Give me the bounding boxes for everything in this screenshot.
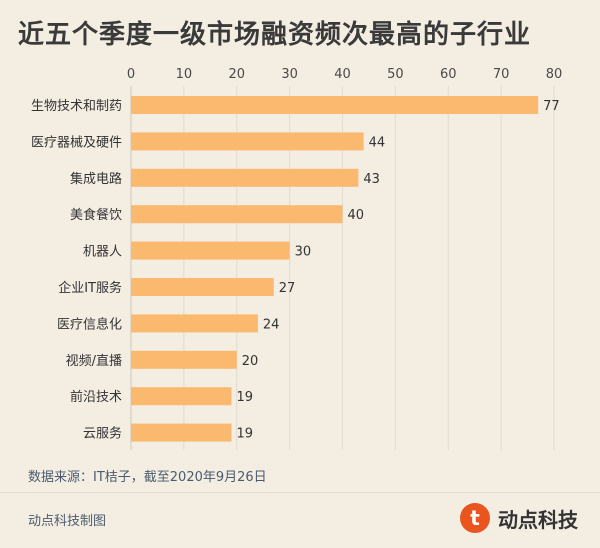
bar [131, 350, 237, 369]
category-label: 生物技术和制药 [31, 99, 122, 114]
chart-title: 近五个季度一级市场融资频次最高的子行业 [18, 20, 532, 50]
category-label: 云服务 [83, 426, 122, 442]
category-label: 医疗器械及硬件 [31, 135, 122, 150]
data-label: 43 [363, 172, 380, 187]
bar-chart: 0 10 20 30 40 50 60 70 80 生物技术和制药 77 医疗器械及硬件 44 集成电路 4… [31, 67, 563, 450]
category-label: 美食餐饮 [70, 207, 122, 223]
x-tick-label: 10 [176, 67, 193, 82]
bar [131, 205, 343, 224]
x-tick-label: 40 [334, 67, 351, 82]
category-label: 机器人 [83, 245, 122, 260]
bar [131, 168, 359, 187]
x-tick-label: 70 [493, 67, 510, 82]
brand-logo: t 动点科技 [460, 503, 578, 533]
category-label: 集成电路 [70, 171, 122, 187]
category-label: 前沿技术 [70, 389, 122, 405]
bar [131, 314, 258, 333]
category-label: 视频/直播 [66, 354, 122, 369]
bar [131, 241, 290, 260]
x-tick-label: 60 [440, 67, 457, 82]
bar [131, 423, 232, 442]
data-label: 24 [263, 317, 280, 332]
footer-divider [0, 492, 600, 493]
bar [131, 96, 539, 114]
data-source-note: 数据来源：IT桔子，截至2020年9月26日 [28, 470, 267, 485]
bar [131, 387, 232, 406]
data-label: 19 [236, 427, 253, 442]
data-label: 19 [236, 390, 253, 405]
data-label: 27 [279, 281, 296, 296]
x-tick-label: 50 [387, 67, 404, 82]
data-label: 77 [543, 99, 560, 114]
brand-name: 动点科技 [498, 507, 578, 532]
chart-credit: 动点科技制图 [28, 514, 107, 529]
bar [131, 132, 364, 151]
x-tick-label: 80 [546, 67, 563, 82]
x-tick-label: 30 [281, 67, 298, 82]
t-logo-icon: t [460, 503, 490, 533]
data-label: 44 [369, 135, 386, 150]
category-label: 企业IT服务 [58, 280, 122, 296]
x-tick-label: 20 [228, 67, 245, 82]
data-label: 40 [348, 208, 365, 223]
data-label: 30 [295, 245, 312, 260]
data-label: 20 [242, 354, 259, 369]
x-tick-label: 0 [127, 67, 135, 82]
category-label: 医疗信息化 [57, 316, 122, 332]
bar [131, 278, 274, 296]
